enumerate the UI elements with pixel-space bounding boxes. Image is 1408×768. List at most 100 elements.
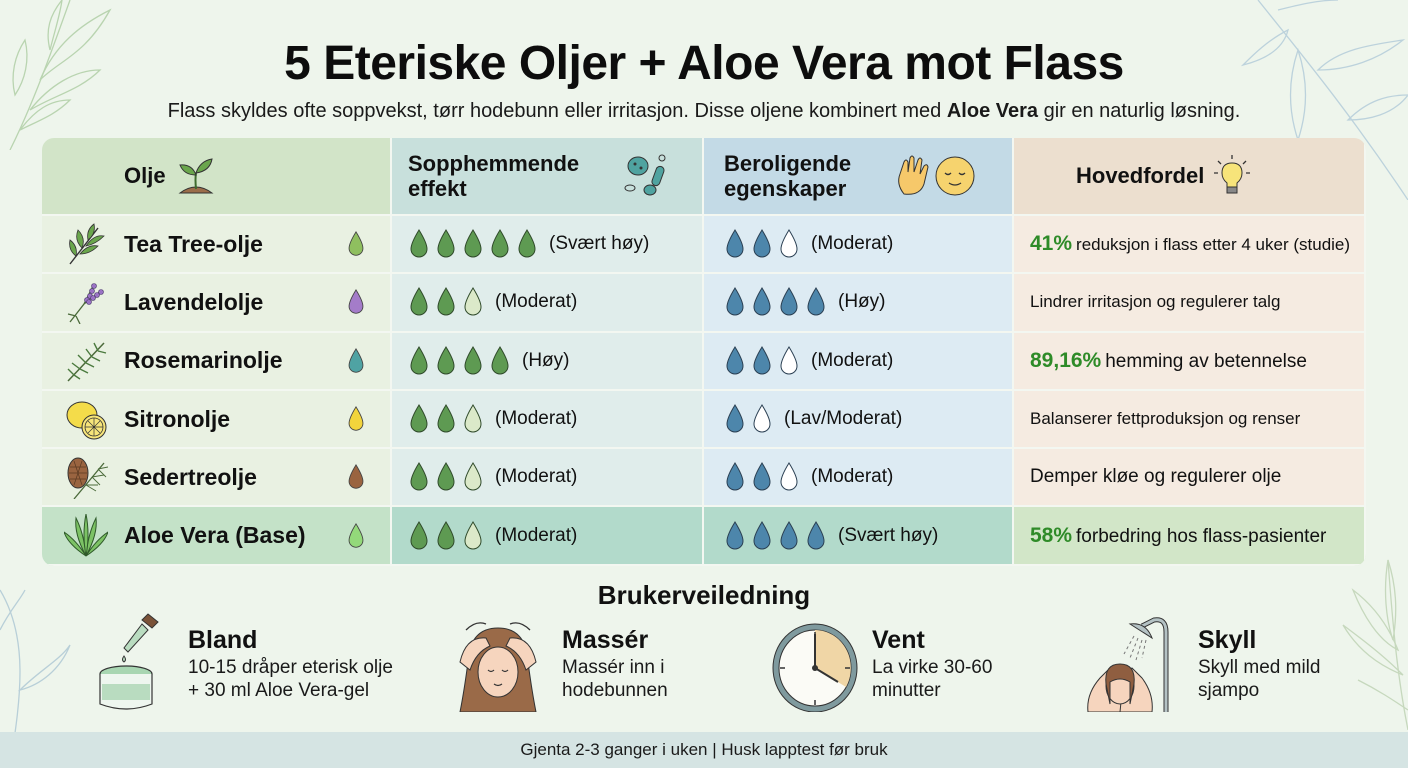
soothing-rating: (Høy) — [704, 287, 885, 317]
oil-cell: Sedertreolje — [42, 449, 392, 508]
soothing-cell: (Svært høy) — [704, 507, 1014, 566]
rating-drop-icon — [780, 345, 798, 375]
rating-drop-icon — [753, 520, 771, 550]
soothing-rating-label: (Lav/Moderat) — [784, 408, 903, 430]
antifungal-rating-label: (Moderat) — [495, 408, 578, 430]
column-header-label: Hovedfordel — [1076, 163, 1205, 189]
antifungal-rating-label: (Svært høy) — [549, 233, 650, 255]
step-text: Bland 10-15 dråper eterisk olje + 30 ml … — [188, 612, 393, 703]
rating-drop-icon — [780, 229, 798, 258]
step-description: minutter — [872, 679, 941, 701]
footer-text: Gjenta 2-3 ganger i uken | Husk lapptest… — [520, 740, 888, 759]
usage-steps: Bland 10-15 dråper eterisk olje + 30 ml … — [0, 612, 1408, 722]
soothing-rating: (Svært høy) — [704, 520, 938, 551]
rating-drop-icon — [753, 229, 771, 258]
rating-drop-icon — [464, 287, 482, 316]
step-text: Massér Massér inn i hodebunnen — [562, 612, 668, 703]
soothing-rating-label: (Høy) — [838, 291, 886, 313]
step-rinse: Skyll Skyll med mild sjampo — [1082, 612, 1320, 712]
clock-icon — [772, 623, 858, 712]
oil-name: Lavendelolje — [124, 288, 264, 315]
antifungal-rating: (Moderat) — [392, 404, 577, 434]
lavender-icon — [67, 283, 104, 325]
benefit-description: Lindrer irritasjon og regulerer talg — [1030, 292, 1281, 312]
soothing-cell: (Høy) — [704, 274, 1014, 333]
benefit-text: Demper kløe og regulerer olje — [1014, 466, 1281, 488]
benefit-text: 58% forbedring hos flass-pasienter — [1014, 524, 1326, 548]
benefit-stat: 41% — [1030, 232, 1073, 256]
step-wait: Vent La virke 30-60 minutter — [770, 612, 992, 712]
benefit-stat: 58% — [1030, 523, 1073, 547]
oil-cell: Aloe Vera (Base) — [42, 507, 392, 566]
shower-icon — [1087, 617, 1169, 712]
benefit-text: 41% reduksjon i flass etter 4 uker (studi… — [1014, 232, 1350, 256]
oil-color-drop-icon — [348, 289, 364, 315]
soothing-rating: (Moderat) — [704, 345, 893, 376]
oil-comparison-table: Olje Sopphemmende effekt Beroligende ege… — [42, 138, 1366, 566]
step-description: hodebunnen — [562, 679, 668, 701]
column-header-antifungal: Sopphemmende effekt — [392, 138, 704, 216]
subtitle-bold-text: Aloe Vera — [946, 100, 1039, 122]
oil-color-drop-icon — [348, 231, 364, 256]
antifungal-rating: (Moderat) — [392, 287, 577, 317]
rating-drop-icon — [753, 462, 771, 491]
antifungal-cell: (Svært høy) — [392, 216, 704, 275]
rating-drop-icon — [464, 404, 482, 433]
step-title: Skyll — [1198, 626, 1257, 654]
antifungal-rating-label: (Moderat) — [495, 291, 578, 313]
oil-name: Sitronolje — [124, 405, 231, 432]
rating-drop-icon — [437, 229, 455, 258]
rating-drop-icon — [807, 520, 825, 550]
step-title: Bland — [188, 626, 258, 654]
rating-drop-icon — [726, 345, 744, 375]
soothing-cell: (Lav/Moderat) — [704, 390, 1014, 450]
rating-drop-icon — [410, 404, 428, 433]
waving-hand-icon — [898, 155, 929, 195]
step-description: + 30 ml Aloe Vera-gel — [188, 679, 370, 701]
step-description: Massér inn i — [562, 657, 665, 678]
column-header-main-benefit: Hovedfordel — [1014, 138, 1366, 216]
rating-drop-icon — [753, 345, 771, 375]
rating-drop-icon — [491, 345, 509, 375]
benefit-cell: 58% forbedring hos flass-pasienter — [1014, 507, 1366, 566]
rating-drop-icon — [753, 287, 771, 316]
pine-cone-icon — [67, 457, 108, 500]
benefit-text: Lindrer irritasjon og regulerer talg — [1014, 292, 1280, 312]
rating-drop-icon — [464, 520, 482, 550]
oil-name: Aloe Vera (Base) — [124, 522, 306, 549]
subtitle-text: Flass skyldes ofte soppvekst, tørr hodeb… — [167, 100, 947, 122]
benefit-description: reduksjon i flass etter 4 uker (studie) — [1076, 235, 1351, 255]
step-description: La virke 30-60 — [872, 657, 993, 678]
step-mix: Bland 10-15 dråper eterisk olje + 30 ml … — [96, 612, 393, 712]
rating-drop-icon — [780, 520, 798, 550]
soothing-rating: (Lav/Moderat) — [704, 404, 902, 434]
benefit-cell: 89,16% hemming av betennelse — [1014, 332, 1366, 391]
oil-name: Rosemarinolje — [124, 347, 283, 374]
benefit-text: Balanserer fettproduksjon og renser — [1014, 409, 1300, 429]
column-header-oil: Olje — [42, 138, 392, 216]
oil-color-drop-icon — [348, 464, 364, 490]
antifungal-cell: (Moderat) — [392, 507, 704, 566]
step-massage: Massér Massér inn i hodebunnen — [446, 612, 668, 712]
benefit-description: hemming av betennelse — [1105, 350, 1307, 372]
oil-cell: Sitronolje — [42, 390, 392, 450]
benefit-description: Balanserer fettproduksjon og renser — [1030, 409, 1301, 429]
head-massage-icon — [459, 622, 537, 712]
antifungal-rating: (Moderat) — [392, 462, 577, 492]
column-header-soothing: Beroligende egenskaper — [704, 138, 1014, 216]
antifungal-cell: (Moderat) — [392, 449, 704, 508]
rating-drop-icon — [726, 520, 744, 550]
rating-drop-icon — [518, 229, 536, 258]
benefit-text: 89,16% hemming av betennelse — [1014, 349, 1307, 373]
tea-tree-leaf-icon — [69, 223, 105, 265]
antifungal-cell: (Moderat) — [392, 274, 704, 333]
rating-drop-icon — [464, 229, 482, 258]
oil-name: Sedertreolje — [124, 463, 257, 490]
usage-guide-title: Brukerveiledning — [597, 580, 811, 610]
rating-drop-icon — [437, 520, 455, 550]
antifungal-cell: (Moderat) — [392, 390, 704, 450]
rating-drop-icon — [410, 287, 428, 316]
column-header-label: Beroligende egenskaper — [724, 150, 852, 201]
benefit-cell: Demper kløe og regulerer olje — [1014, 449, 1366, 508]
rating-drop-icon — [437, 404, 455, 433]
